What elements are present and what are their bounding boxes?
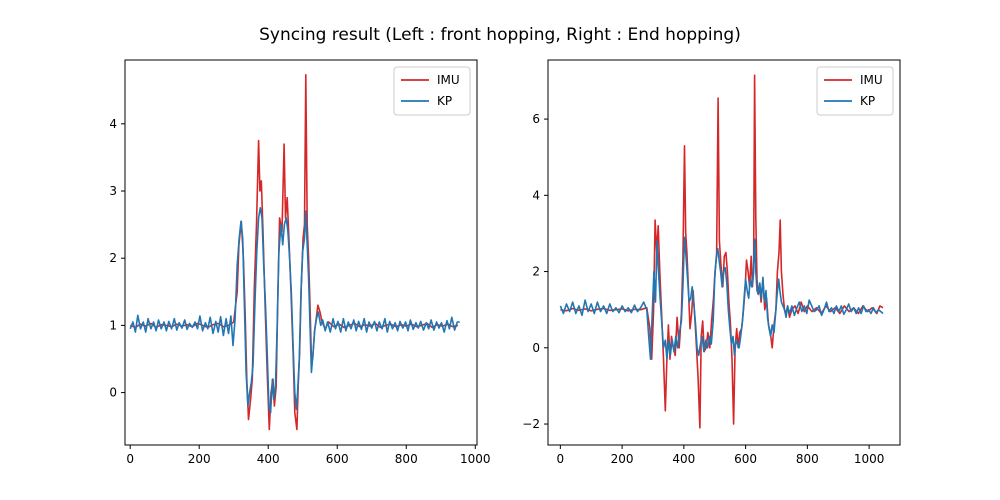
y-tick-label: 2 — [532, 265, 540, 279]
y-tick-label: 4 — [532, 188, 540, 202]
right-panel: 0 200 400 600 800 1000 −2 0 2 4 6 IMU KP — [522, 59, 901, 466]
x-tick-label: 0 — [126, 452, 134, 466]
legend-label-kp: KP — [860, 94, 875, 108]
series-line-kp — [559, 236, 884, 361]
series-line-imu — [560, 74, 884, 429]
y-tick-label: 6 — [532, 112, 540, 126]
axes-frame — [547, 59, 901, 446]
x-tick-label: 200 — [611, 452, 634, 466]
series-line-kp — [129, 207, 460, 414]
y-tick-label: 0 — [109, 386, 117, 400]
x-tick-label: 1000 — [854, 452, 885, 466]
y-tick-label: −2 — [522, 417, 540, 431]
legend-label-imu: IMU — [437, 73, 460, 87]
y-tick-label: 3 — [109, 184, 117, 198]
x-tick-label: 800 — [796, 452, 819, 466]
y-tick-label: 0 — [532, 341, 540, 355]
x-tick-label: 400 — [257, 452, 280, 466]
x-tick-label: 800 — [395, 452, 418, 466]
x-tick-label: 0 — [557, 452, 565, 466]
left-panel: 0 200 400 600 800 1000 0 1 2 3 4 IMU KP — [109, 59, 491, 466]
axes-frame — [124, 59, 478, 446]
x-tick-label: 600 — [734, 452, 757, 466]
y-tick-label: 1 — [109, 318, 117, 332]
x-tick-label: 1000 — [460, 452, 491, 466]
figure-title: Syncing result (Left : front hopping, Ri… — [259, 25, 741, 45]
y-tick-label: 4 — [109, 117, 117, 131]
legend — [816, 66, 894, 116]
legend — [393, 66, 471, 116]
x-tick-label: 200 — [188, 452, 211, 466]
x-tick-label: 600 — [326, 452, 349, 466]
legend-label-kp: KP — [437, 94, 452, 108]
legend-label-imu: IMU — [860, 73, 883, 87]
x-tick-label: 400 — [672, 452, 695, 466]
y-tick-label: 2 — [109, 251, 117, 265]
